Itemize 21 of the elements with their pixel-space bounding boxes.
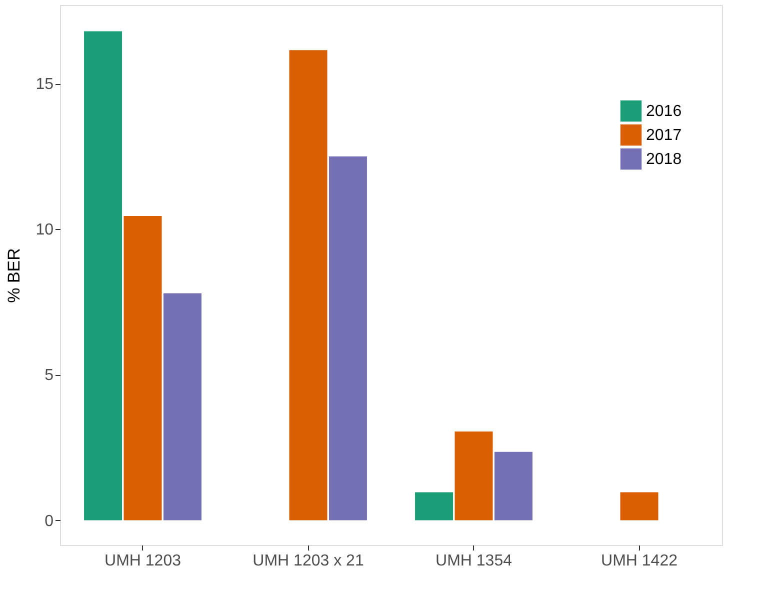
bar: [84, 31, 122, 520]
bar: [454, 431, 493, 520]
bar: [328, 156, 367, 520]
bar: [289, 50, 328, 520]
bar: [124, 216, 162, 520]
legend-label: 2016: [646, 103, 682, 120]
y-tick-label: 10: [36, 222, 54, 239]
y-tick-label: 15: [36, 76, 54, 94]
bar: [494, 452, 532, 520]
legend-label: 2018: [646, 151, 682, 168]
x-tick-label: UMH 1422: [601, 552, 678, 570]
x-tick-label: UMH 1203: [104, 552, 182, 570]
x-tick-label: UMH 1203 x 21: [252, 552, 364, 570]
y-tick-label: 5: [44, 367, 54, 384]
y-tick-label: 0: [44, 512, 54, 530]
bar: [163, 293, 202, 520]
x-tick-label: UMH 1354: [436, 552, 512, 570]
bar: [415, 492, 454, 520]
y-axis-title: % BER: [4, 248, 24, 303]
bar: [620, 492, 658, 520]
legend-label: 2017: [646, 127, 682, 144]
